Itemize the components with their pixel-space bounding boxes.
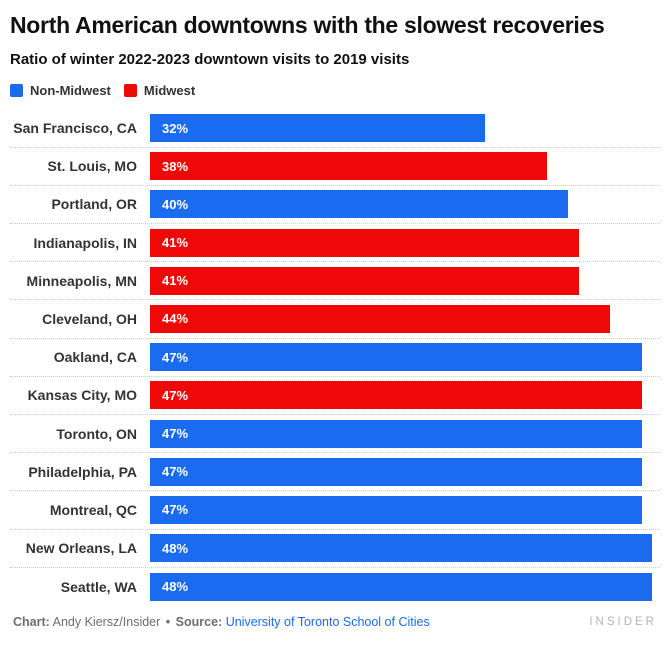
category-label: New Orleans, LA bbox=[25, 540, 137, 557]
credits: Chart: Andy Kiersz/Insider • Source: Uni… bbox=[13, 615, 430, 629]
legend-swatch-icon bbox=[10, 83, 23, 97]
chart-row: Kansas City, MO 47% bbox=[10, 377, 660, 415]
category-label: Philadelphia, PA bbox=[28, 463, 137, 480]
category-label: Toronto, ON bbox=[56, 425, 137, 442]
bar: 44% bbox=[150, 304, 611, 333]
source-link[interactable]: University of Toronto School of Cities bbox=[225, 614, 430, 629]
credit-separator: • bbox=[165, 614, 171, 629]
bar-track: 48% bbox=[150, 534, 652, 563]
bar-value-label: 47% bbox=[162, 464, 189, 480]
chart-row: San Francisco, CA 32% bbox=[10, 109, 660, 148]
chart-row: Portland, OR 40% bbox=[10, 186, 660, 224]
bar-track: 40% bbox=[150, 190, 652, 219]
page-title: North American downtowns with the slowes… bbox=[10, 12, 605, 38]
bar-track: 47% bbox=[150, 343, 652, 372]
bar-value-label: 40% bbox=[162, 196, 189, 212]
bar: 47% bbox=[150, 343, 642, 372]
bar: 48% bbox=[150, 572, 652, 601]
insider-logo: INSIDER bbox=[589, 615, 657, 628]
legend-label-midwest: Midwest bbox=[143, 82, 196, 98]
category-label: Seattle, WA bbox=[60, 578, 137, 595]
chart-row: Seattle, WA 48% bbox=[10, 568, 660, 606]
bar-value-label: 38% bbox=[162, 158, 189, 174]
bar-value-label: 47% bbox=[162, 387, 189, 403]
bar-value-label: 32% bbox=[162, 120, 189, 136]
bar: 41% bbox=[150, 266, 579, 295]
bar-chart: San Francisco, CA 32% St. Louis, MO 38% … bbox=[10, 109, 660, 605]
legend-item-midwest: Midwest bbox=[123, 82, 196, 98]
chart-row: Oakland, CA 47% bbox=[10, 339, 660, 377]
bar-track: 41% bbox=[150, 228, 652, 257]
category-label: Indianapolis, IN bbox=[33, 234, 137, 251]
legend-label-non-midwest: Non-Midwest bbox=[30, 82, 111, 98]
bar-track: 32% bbox=[150, 114, 652, 143]
bar-track: 47% bbox=[150, 457, 652, 486]
legend-swatch-icon bbox=[123, 83, 137, 97]
bar: 48% bbox=[150, 534, 652, 563]
category-label: Kansas City, MO bbox=[27, 387, 137, 404]
bar-track: 47% bbox=[150, 381, 652, 410]
bar-value-label: 47% bbox=[162, 349, 189, 365]
bar-value-label: 41% bbox=[162, 235, 189, 251]
bar: 47% bbox=[150, 495, 642, 524]
bar: 32% bbox=[150, 114, 485, 143]
bar-value-label: 48% bbox=[162, 540, 189, 556]
category-label: Portland, OR bbox=[51, 196, 137, 213]
bar: 40% bbox=[150, 190, 569, 219]
chart-credit: Andy Kiersz/Insider bbox=[52, 614, 161, 629]
chart-row: St. Louis, MO 38% bbox=[10, 148, 660, 186]
bar-track: 41% bbox=[150, 266, 652, 295]
footer: Chart: Andy Kiersz/Insider • Source: Uni… bbox=[10, 615, 660, 629]
bar: 47% bbox=[150, 419, 642, 448]
chart-row: Indianapolis, IN 41% bbox=[10, 224, 660, 263]
category-label: Montreal, QC bbox=[49, 501, 137, 518]
bar-track: 47% bbox=[150, 495, 652, 524]
bar-track: 47% bbox=[150, 419, 652, 448]
chart-row: New Orleans, LA 48% bbox=[10, 530, 660, 568]
bar-value-label: 47% bbox=[162, 502, 189, 518]
bar: 47% bbox=[150, 457, 642, 486]
chart-row: Montreal, QC 47% bbox=[10, 491, 660, 530]
bar-track: 38% bbox=[150, 152, 652, 181]
legend: Non-Midwest Midwest bbox=[10, 82, 660, 98]
category-label: Oakland, CA bbox=[53, 349, 137, 366]
chart-row: Minneapolis, MN 41% bbox=[10, 262, 660, 301]
bar-value-label: 47% bbox=[162, 426, 189, 442]
chart-subtitle: Ratio of winter 2022-2023 downtown visit… bbox=[10, 51, 410, 69]
legend-item-non-midwest: Non-Midwest bbox=[10, 83, 111, 98]
bar-value-label: 48% bbox=[162, 579, 189, 595]
category-label: San Francisco, CA bbox=[13, 120, 137, 137]
source-label: Source: bbox=[175, 614, 223, 629]
chart-row: Toronto, ON 47% bbox=[10, 415, 660, 454]
bar: 47% bbox=[150, 381, 642, 410]
bar: 38% bbox=[150, 152, 548, 181]
bar-value-label: 44% bbox=[162, 311, 189, 327]
category-label: Cleveland, OH bbox=[42, 310, 137, 327]
bar: 41% bbox=[150, 228, 579, 257]
category-label: Minneapolis, MN bbox=[26, 272, 137, 289]
category-label: St. Louis, MO bbox=[47, 158, 137, 175]
chart-credit-label: Chart: bbox=[13, 614, 50, 629]
bar-track: 48% bbox=[150, 572, 652, 601]
chart-row: Philadelphia, PA 47% bbox=[10, 453, 660, 492]
chart-row: Cleveland, OH 44% bbox=[10, 300, 660, 339]
bar-track: 44% bbox=[150, 304, 652, 333]
bar-value-label: 41% bbox=[162, 273, 189, 289]
